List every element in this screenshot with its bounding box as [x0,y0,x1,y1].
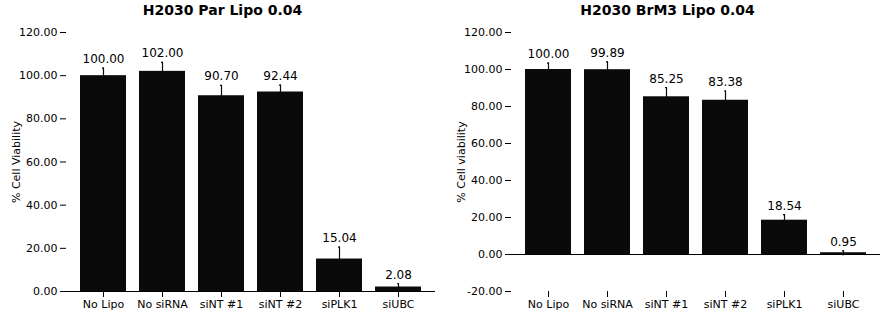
svg-text:100.00: 100.00 [83,52,125,66]
svg-text:92.44: 92.44 [263,69,297,83]
svg-text:0.95: 0.95 [830,235,857,249]
svg-text:85.25: 85.25 [649,72,683,86]
svg-text:0.00: 0.00 [33,285,58,298]
svg-text:99.89: 99.89 [590,46,624,60]
svg-text:100.00: 100.00 [464,63,503,76]
svg-text:siNT #1: siNT #1 [645,298,688,311]
svg-text:siUBC: siUBC [383,298,415,311]
svg-text:-20.00: -20.00 [467,285,502,298]
svg-text:100.00: 100.00 [19,69,58,82]
svg-text:siUBC: siUBC [828,298,860,311]
svg-text:2.08: 2.08 [385,268,412,282]
svg-text:100.00: 100.00 [528,47,570,61]
svg-text:siPLK1: siPLK1 [322,298,358,311]
svg-text:siNT #1: siNT #1 [200,298,243,311]
svg-text:No Lipo: No Lipo [83,298,125,311]
html-text:H2030 BrM3 Lipo 0.04: H2030 BrM3 Lipo 0.04 [580,2,755,18]
svg-text:60.00: 60.00 [26,156,58,169]
svg-text:No siRNA: No siRNA [582,298,633,311]
svg-text:No siRNA: No siRNA [137,298,188,311]
html-text:H2030 Par Lipo 0.04: H2030 Par Lipo 0.04 [142,2,303,18]
svg-text:% Cell Viability: % Cell Viability [10,120,23,203]
svg-text:% Cell viability: % Cell viability [455,121,468,203]
svg-text:20.00: 20.00 [26,242,58,255]
svg-text:83.38: 83.38 [708,75,742,89]
svg-text:120.00: 120.00 [19,26,58,39]
svg-text:No Lipo: No Lipo [528,298,570,311]
svg-text:15.04: 15.04 [322,231,356,245]
svg-text:40.00: 40.00 [26,199,58,212]
svg-text:20.00: 20.00 [471,211,503,224]
svg-text:0.00: 0.00 [478,248,503,261]
svg-text:siNT #2: siNT #2 [704,298,747,311]
svg-text:120.00: 120.00 [464,26,503,39]
svg-text:siNT #2: siNT #2 [259,298,302,311]
svg-text:80.00: 80.00 [26,112,58,125]
svg-text:102.00: 102.00 [142,46,184,60]
svg-text:80.00: 80.00 [471,100,503,113]
svg-text:60.00: 60.00 [471,137,503,150]
svg-text:18.54: 18.54 [767,199,801,213]
svg-text:siPLK1: siPLK1 [767,298,803,311]
svg-text:90.70: 90.70 [204,69,238,83]
svg-text:40.00: 40.00 [471,174,503,187]
